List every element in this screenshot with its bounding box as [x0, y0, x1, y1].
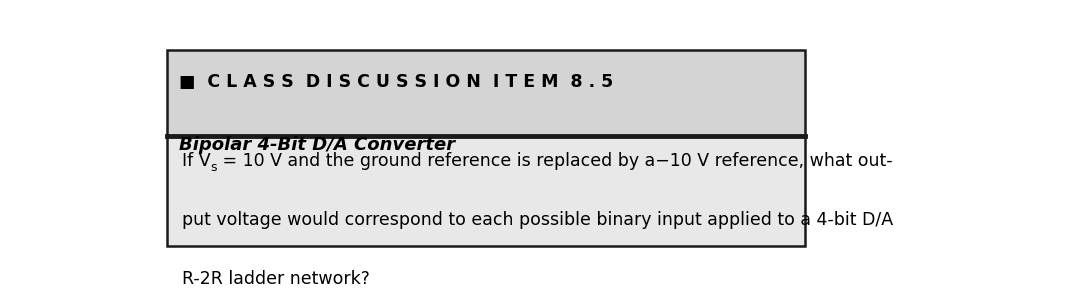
Text: If V: If V: [181, 152, 211, 170]
Text: Bipolar 4-Bit D/A Converter: Bipolar 4-Bit D/A Converter: [178, 136, 455, 154]
Bar: [166, 50, 805, 136]
Text: = 10 V and the ground reference is replaced by a−10 V reference, what out-: = 10 V and the ground reference is repla…: [217, 152, 893, 170]
Text: s: s: [211, 161, 217, 174]
Text: ■  C L A S S  D I S C U S S I O N  I T E M  8 . 5: ■ C L A S S D I S C U S S I O N I T E M …: [178, 73, 612, 91]
Text: R-2R ladder network?: R-2R ladder network?: [181, 270, 369, 288]
Bar: [166, 136, 805, 246]
Text: put voltage would correspond to each possible binary input applied to a 4-bit D/: put voltage would correspond to each pos…: [181, 211, 893, 229]
Bar: [166, 50, 805, 246]
